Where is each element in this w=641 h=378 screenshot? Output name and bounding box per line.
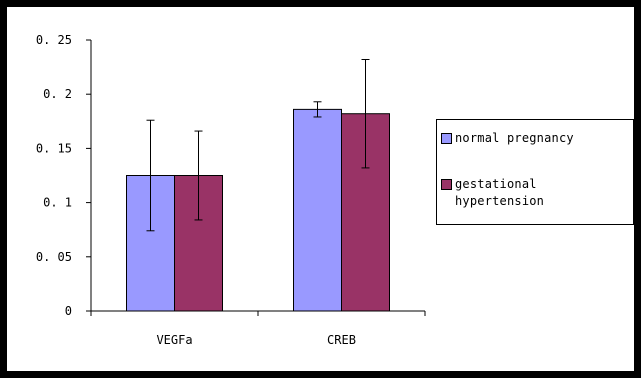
legend-label-line: hypertension [455, 194, 545, 208]
legend-item-gestational-hypertension: gestational hypertension [441, 176, 544, 210]
y-tick-label: 0. 2 [43, 87, 72, 101]
bar [293, 108, 342, 312]
x-tick-label: CREB [327, 333, 356, 347]
x-axis [90, 310, 426, 316]
legend-swatch-normal-pregnancy [441, 133, 452, 144]
x-tick-label: VEGFa [156, 333, 192, 347]
legend-label-line: gestational [455, 177, 537, 191]
legend: normal pregnancy gestational hypertensio… [436, 119, 634, 225]
y-tick-label: 0. 15 [36, 141, 72, 155]
y-tick-label: 0. 1 [43, 196, 72, 210]
legend-label-line: normal pregnancy [455, 131, 574, 145]
error-bars [146, 59, 370, 232]
bars [126, 108, 390, 312]
legend-label-normal-pregnancy: normal pregnancy [455, 130, 574, 147]
legend-item-normal-pregnancy: normal pregnancy [441, 130, 574, 147]
y-axis: 0 0. 05 0. 1 0. 15 0. 2 0. 25 [36, 33, 92, 318]
legend-label-gestational-hypertension: gestational hypertension [455, 176, 544, 210]
category-labels: VEGFa CREB [156, 333, 356, 347]
y-tick-label: 0. 05 [36, 250, 72, 264]
y-tick-label: 0 [65, 304, 72, 318]
y-tick-label: 0. 25 [36, 33, 72, 47]
legend-swatch-gestational-hypertension [441, 179, 452, 190]
